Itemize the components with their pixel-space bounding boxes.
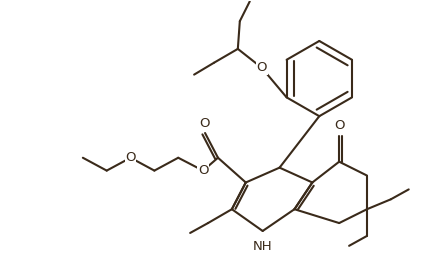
Text: NH: NH — [253, 240, 272, 253]
Text: O: O — [125, 151, 136, 164]
Text: O: O — [199, 117, 209, 130]
Text: O: O — [256, 61, 267, 74]
Text: O: O — [334, 119, 344, 132]
Text: O: O — [198, 164, 208, 177]
